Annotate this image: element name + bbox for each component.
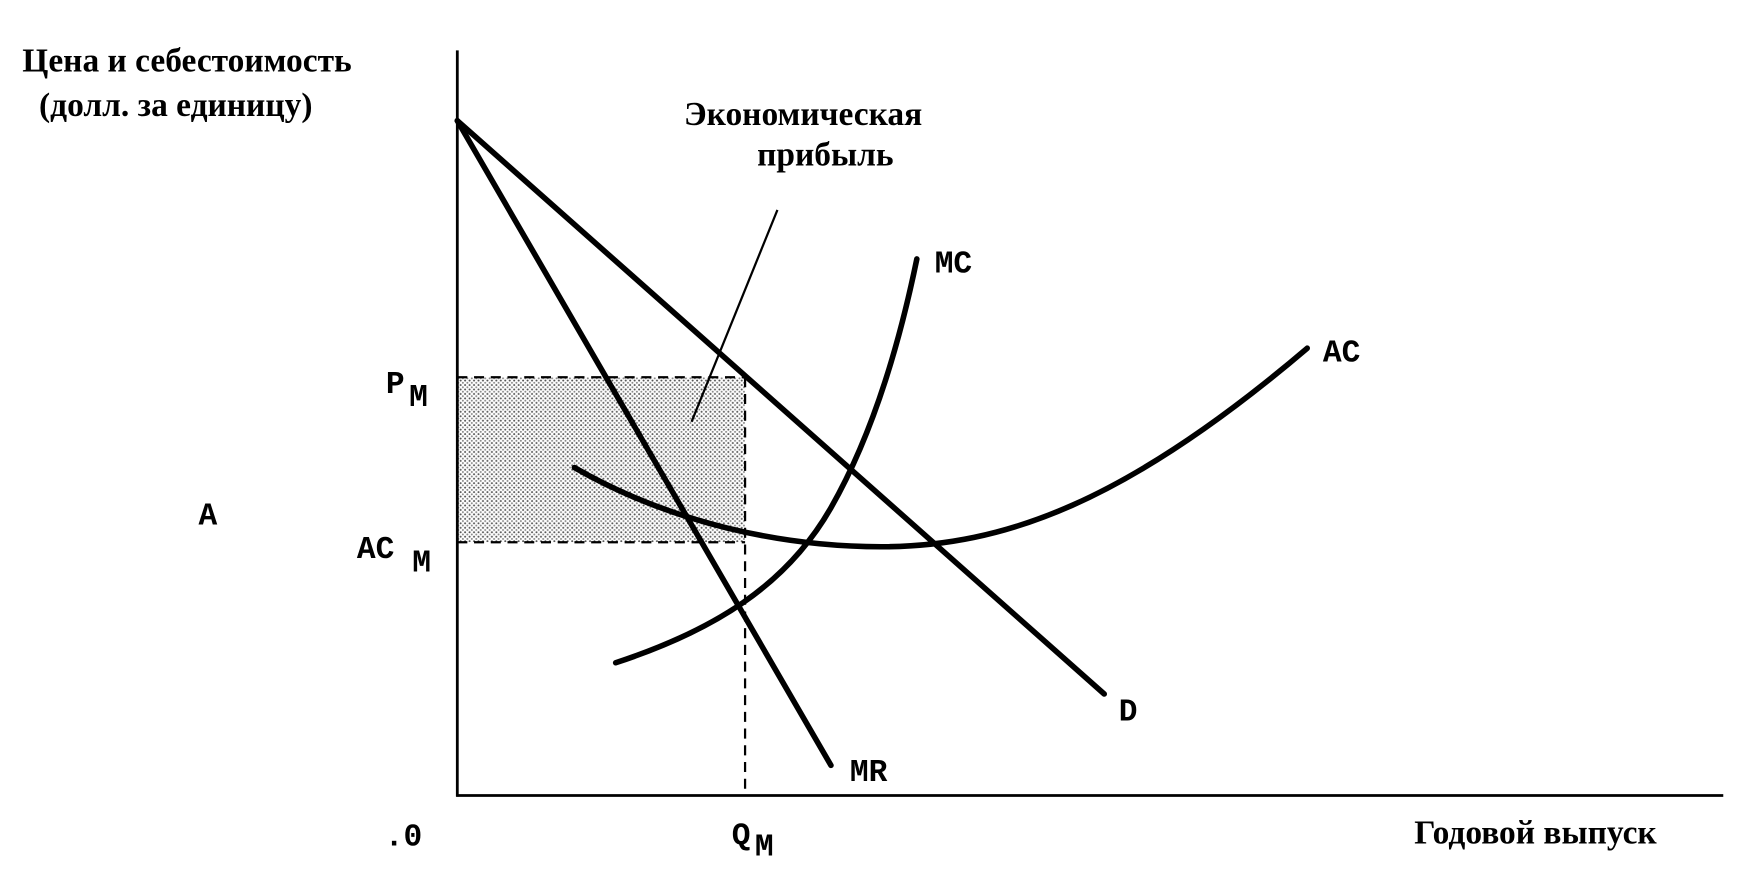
curve-label: D bbox=[1119, 696, 1138, 731]
x-axis-title: Годовой выпуск bbox=[1414, 814, 1657, 851]
annotation: прибыль bbox=[757, 136, 893, 173]
label-sub: M bbox=[755, 831, 774, 866]
label-main: P bbox=[386, 368, 405, 403]
demand-curve bbox=[454, 117, 1108, 697]
point-label: A bbox=[199, 499, 218, 534]
label-sub: M bbox=[409, 381, 428, 416]
label-main: AC bbox=[357, 533, 394, 568]
ac-curve bbox=[571, 345, 1311, 550]
y-axis-title: (долл. за единицу) bbox=[39, 87, 312, 124]
label-main: Q bbox=[732, 820, 751, 855]
curve-label: MC bbox=[935, 247, 972, 282]
curve-label: MR bbox=[850, 756, 888, 791]
level-label: AC M bbox=[357, 533, 431, 581]
label-sub: M bbox=[412, 546, 431, 581]
pointer-line bbox=[690, 209, 779, 423]
mr-curve bbox=[454, 117, 834, 769]
curve-label: AC bbox=[1323, 337, 1360, 372]
profit-area bbox=[457, 377, 746, 543]
mc-curve bbox=[612, 256, 920, 666]
y-axis-title: Цена и себестоимость bbox=[22, 43, 351, 80]
annotation: Экономическая bbox=[684, 96, 922, 133]
origin-label: .0 bbox=[385, 821, 422, 856]
